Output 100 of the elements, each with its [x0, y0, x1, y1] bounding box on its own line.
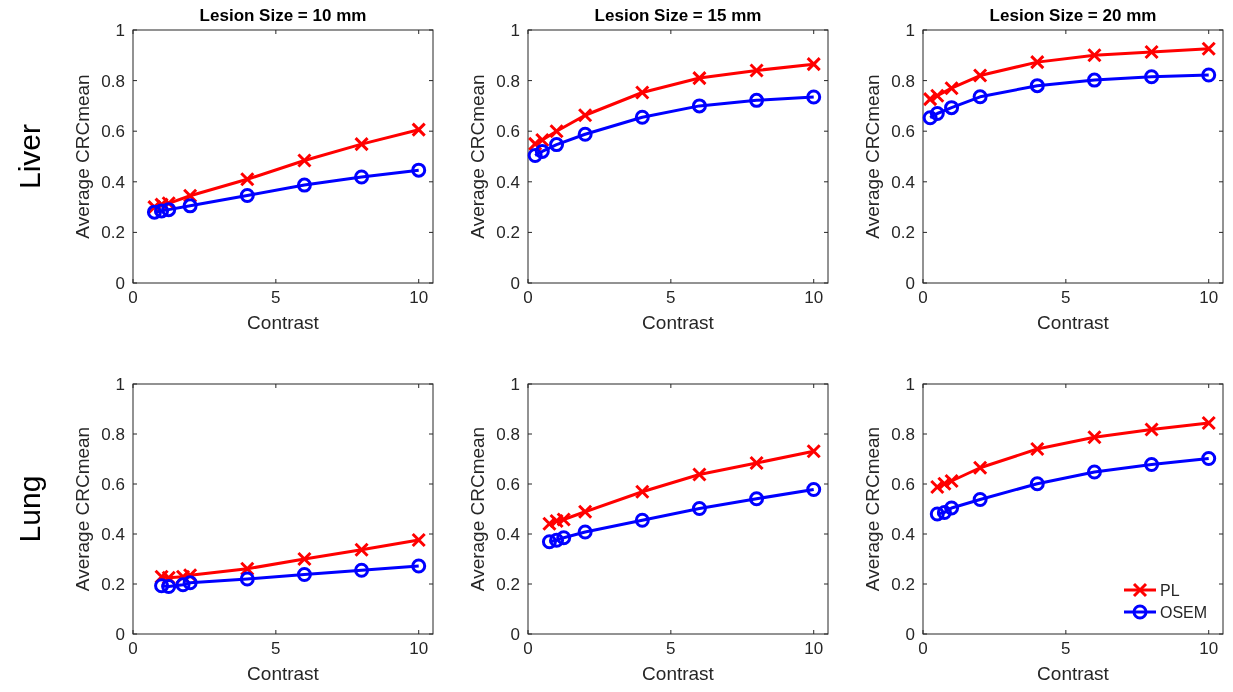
- y-tick-label: 0.6: [891, 122, 915, 142]
- point: [411, 532, 427, 548]
- point: [1201, 415, 1217, 431]
- point: [239, 171, 255, 187]
- point: [1144, 457, 1160, 472]
- x-tick-label: 0: [128, 288, 138, 307]
- y-tick-label: 1: [905, 375, 915, 394]
- point: [549, 137, 565, 153]
- y-tick-label: 0.8: [101, 425, 125, 444]
- point: [929, 105, 945, 121]
- point: [1086, 429, 1102, 445]
- text: Lung: [13, 475, 46, 543]
- point: [634, 84, 650, 100]
- point: [749, 62, 765, 78]
- y-tick-label: 0: [510, 274, 520, 293]
- point: [972, 492, 988, 507]
- x-axis-title: Contrast: [1037, 312, 1110, 333]
- y-tick-label: 1: [115, 375, 125, 394]
- point: [691, 70, 707, 86]
- chart-title: Lesion Size = 15 mm: [594, 6, 762, 25]
- y-axis-title: Average CRCmean: [467, 74, 488, 239]
- x-tick-label: 5: [1061, 288, 1071, 307]
- y-tick-label: 1: [510, 21, 520, 40]
- y-tick-label: 0.2: [101, 575, 125, 594]
- y-tick-label: 0.4: [101, 172, 125, 192]
- x-tick-label: 10: [804, 639, 824, 658]
- point: [634, 512, 650, 528]
- x-tick-label: 10: [409, 639, 429, 658]
- y-tick-label: 0.2: [496, 575, 520, 594]
- y-tick-label: 0.8: [891, 425, 915, 444]
- point: [239, 187, 255, 203]
- point: [749, 92, 765, 108]
- y-axis-title: Average CRCmean: [467, 426, 488, 592]
- x-axis-title: Contrast: [642, 312, 715, 333]
- y-tick-label: 0.4: [101, 525, 125, 544]
- y-tick-label: 0.4: [496, 172, 520, 192]
- x-tick-label: 5: [1061, 639, 1071, 658]
- legend-label: OSEM: [1160, 604, 1208, 621]
- y-tick-label: 0: [510, 625, 520, 644]
- point: [1201, 41, 1217, 57]
- point: [154, 578, 170, 594]
- y-tick-label: 0.4: [891, 525, 915, 544]
- point: [549, 513, 565, 529]
- y-tick-label: 0: [905, 274, 915, 293]
- point: [1201, 67, 1217, 83]
- point: [577, 504, 593, 520]
- y-tick-label: 0.4: [496, 525, 520, 544]
- point: [936, 476, 952, 492]
- point: [296, 153, 312, 169]
- x-tick-label: 5: [271, 288, 281, 307]
- x-tick-label: 0: [128, 639, 138, 658]
- point: [1144, 422, 1160, 437]
- point: [1086, 72, 1102, 88]
- y-axis-title: Average CRCmean: [862, 426, 883, 592]
- legend-label: PL: [1160, 582, 1180, 599]
- y-tick-label: 0.6: [101, 475, 125, 494]
- point: [549, 532, 565, 548]
- point: [296, 567, 312, 582]
- point: [556, 530, 572, 546]
- y-tick-label: 1: [115, 21, 125, 40]
- x-tick-label: 0: [523, 288, 533, 307]
- point: [749, 491, 765, 507]
- point: [1029, 441, 1045, 457]
- point: [296, 551, 312, 567]
- y-tick-label: 1: [510, 375, 520, 394]
- point: [541, 534, 557, 550]
- point: [634, 109, 650, 125]
- x-tick-label: 5: [666, 288, 676, 307]
- point: [936, 505, 952, 520]
- point: [922, 91, 938, 107]
- x-tick-label: 0: [918, 639, 928, 658]
- x-tick-label: 10: [804, 288, 824, 307]
- point: [161, 579, 177, 594]
- point: [354, 169, 370, 185]
- x-tick-label: 10: [409, 288, 429, 307]
- y-tick-label: 0.2: [496, 223, 520, 243]
- point: [922, 110, 938, 126]
- point: [1144, 69, 1160, 85]
- point: [691, 467, 707, 482]
- point: [527, 147, 543, 163]
- point: [929, 88, 945, 104]
- point: [749, 455, 765, 471]
- point: [354, 136, 370, 152]
- x-tick-label: 5: [666, 639, 676, 658]
- y-tick-label: 0.8: [891, 71, 915, 91]
- x-axis-title: Contrast: [642, 663, 715, 684]
- point: [1086, 47, 1102, 63]
- point: [175, 577, 191, 593]
- point: [354, 562, 370, 578]
- point: [182, 198, 198, 214]
- point: [534, 143, 550, 159]
- point: [634, 484, 650, 500]
- point: [154, 203, 170, 219]
- point: [944, 80, 960, 96]
- text: Liver: [13, 123, 46, 190]
- point: [182, 575, 198, 591]
- point: [944, 100, 960, 116]
- point: [411, 558, 427, 574]
- x-tick-label: 10: [1199, 639, 1219, 658]
- y-tick-label: 0.2: [891, 223, 915, 243]
